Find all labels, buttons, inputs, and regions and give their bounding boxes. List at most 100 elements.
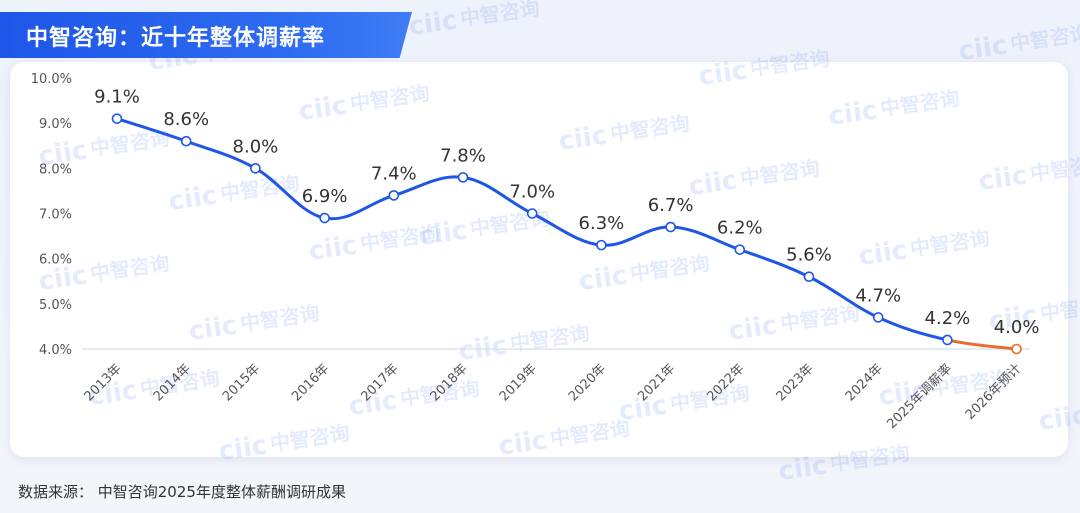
data-label: 6.7% [648, 195, 694, 216]
watermark-name: 中智咨询 [609, 111, 692, 146]
watermark-brand: ciic [37, 135, 89, 171]
data-label: 7.4% [371, 163, 417, 184]
watermark-name: 中智咨询 [1009, 21, 1080, 56]
watermark-brand: ciic [827, 95, 879, 131]
watermark-brand: ciic [977, 160, 1029, 196]
watermark-name: 中智咨询 [89, 251, 172, 286]
y-tick-label: 10.0% [31, 72, 72, 87]
data-point [803, 271, 815, 283]
x-tick-label: 2015年 [220, 361, 263, 404]
data-label: 7.8% [440, 145, 486, 166]
data-point [388, 190, 400, 201]
watermark-name: 中智咨询 [549, 416, 632, 451]
watermark-brand: ciic [417, 215, 469, 251]
watermark-name: 中智咨询 [879, 86, 962, 121]
data-label: 4.2% [925, 308, 971, 329]
series-line-forecast [945, 338, 1019, 351]
data-points [111, 113, 1022, 355]
watermark-brand: ciic [877, 375, 929, 411]
y-tick-label: 5.0% [39, 298, 72, 313]
watermark-name: 中智咨询 [219, 171, 302, 206]
watermark-name: 中智咨询 [829, 441, 912, 476]
watermark-brand: ciic [407, 5, 459, 41]
watermark-brand: ciic [347, 385, 399, 421]
watermark-name: 中智咨询 [1029, 151, 1080, 186]
data-label: 7.0% [509, 182, 555, 203]
y-tick-label: 6.0% [39, 253, 72, 268]
watermark-brand: ciic [87, 375, 139, 411]
data-point [596, 239, 607, 251]
watermark-name: 中智咨询 [909, 226, 992, 261]
data-label: 6.2% [717, 218, 763, 239]
watermark-name: 中智咨询 [509, 321, 592, 356]
data-label: 4.0% [994, 317, 1040, 338]
chart-card [10, 62, 1068, 457]
page-title: 中智咨询：近十年整体调薪率 [26, 26, 326, 51]
watermark-name: 中智咨询 [739, 156, 822, 191]
watermark-brand: ciic [957, 30, 1009, 66]
watermark-brand: ciic [37, 260, 89, 296]
data-label: 6.3% [579, 213, 625, 234]
x-tick-label: 2016年 [289, 361, 332, 404]
watermark-name: 中智咨询 [629, 251, 712, 286]
watermark-name: 中智咨询 [1039, 291, 1080, 326]
x-tick-label: 2020年 [566, 361, 609, 404]
watermark-name: 中智咨询 [779, 301, 862, 336]
data-label: 5.6% [786, 245, 832, 266]
data-labels: 9.1% 8.6% 8.0% 6.9% 7.4% 7.8% 7.0% 6.3% 6.7% 6.2%… [94, 87, 1039, 338]
data-point [665, 221, 676, 233]
data-label: 8.6% [163, 109, 209, 130]
watermark-brand: ciic [297, 90, 349, 126]
data-label: 4.7% [855, 285, 901, 306]
y-tick-label: 9.0% [39, 117, 72, 132]
title-banner: 中智咨询：近十年整体调薪率 [0, 12, 412, 58]
data-label: 8.0% [233, 136, 279, 157]
watermark-brand: ciic [217, 430, 269, 466]
data-point [250, 163, 261, 174]
x-tick-label: 2019年 [497, 361, 540, 404]
watermark-name: 中智咨询 [269, 421, 352, 456]
x-tick-label: 2023年 [774, 361, 817, 404]
watermark-name: 中智咨询 [469, 206, 552, 241]
data-point [1011, 343, 1022, 355]
y-tick-label: 4.0% [39, 343, 72, 358]
watermark-brand: ciic [857, 235, 909, 271]
watermark-brand: ciic [617, 390, 669, 426]
watermark-name: 中智咨询 [749, 46, 832, 81]
data-point [111, 113, 123, 124]
watermark-name: 中智咨询 [349, 81, 432, 116]
watermark-brand: ciic [687, 165, 739, 201]
data-point [734, 244, 746, 255]
data-point [872, 312, 884, 323]
watermark-brand: ciic [497, 425, 549, 461]
data-point [180, 135, 192, 147]
watermark-brand: ciic [307, 230, 359, 266]
y-tick-label: 8.0% [39, 162, 72, 177]
watermark-name: 中智咨询 [459, 0, 542, 31]
y-tick-label: 7.0% [39, 208, 72, 223]
watermark-brand: ciic [777, 450, 829, 486]
data-label: 9.1% [94, 87, 140, 108]
watermark-brand: ciic [697, 55, 749, 91]
data-label: 6.9% [302, 186, 348, 207]
data-point [457, 172, 469, 183]
source-note: 数据来源： 中智咨询2025年度整体薪酬调研成果 [18, 483, 346, 501]
